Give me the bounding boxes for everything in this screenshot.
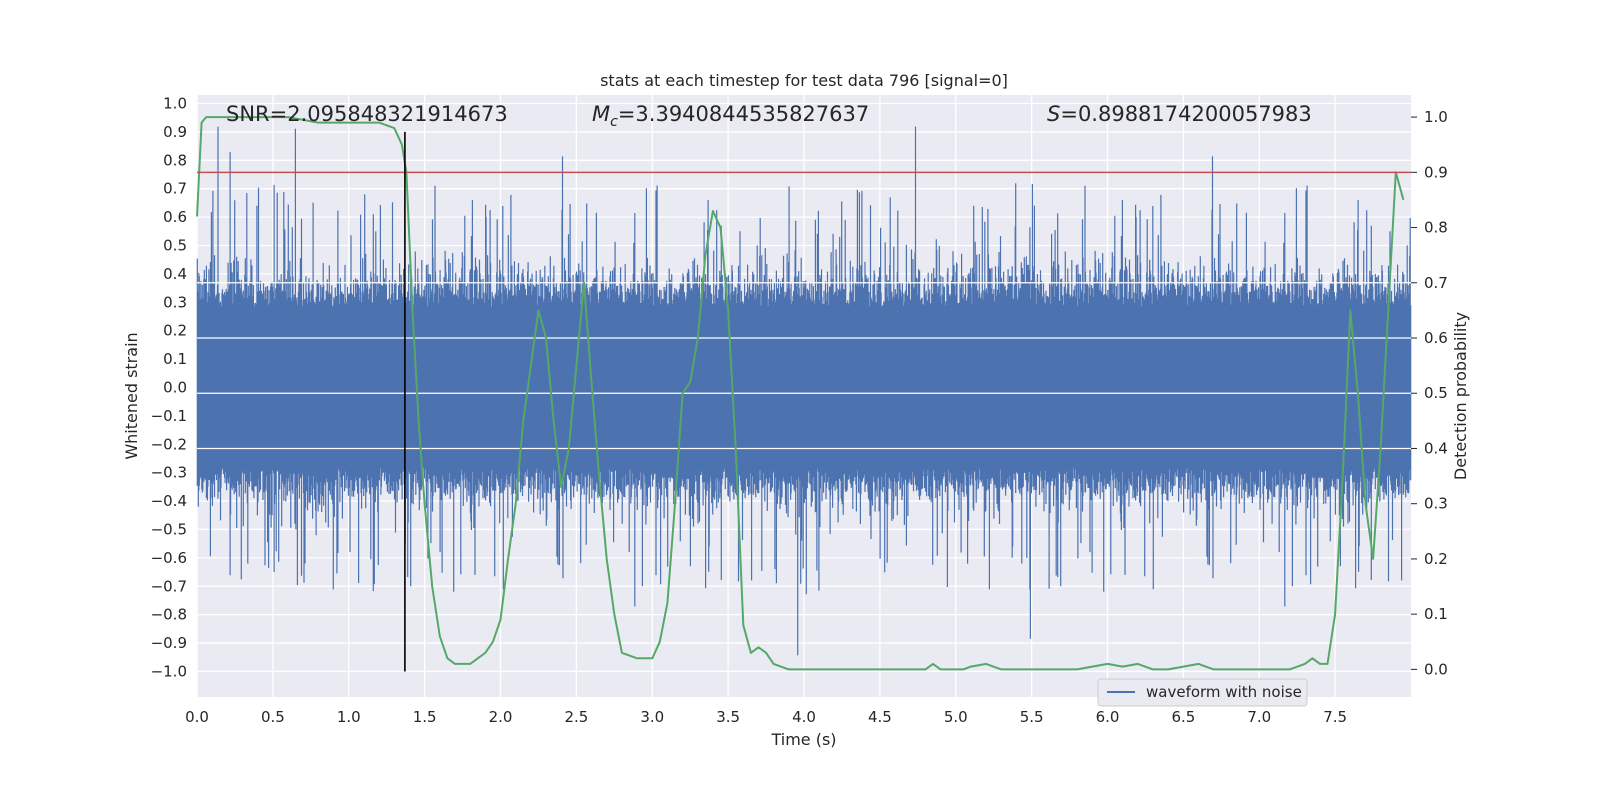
y-tick-label-right: 0.3 xyxy=(1424,495,1448,513)
y-tick-label-right: 0.1 xyxy=(1424,605,1448,623)
y-tick-label-left: −0.8 xyxy=(151,606,187,624)
annotation-chirp-mass: Mc=3.3940844535827637 xyxy=(592,102,869,130)
annotation-s: S=0.8988174200057983 xyxy=(1047,102,1312,126)
y-tick-label-right: 0.4 xyxy=(1424,439,1448,457)
waveform-trace xyxy=(196,126,1412,656)
y-tick-label-left: 0.0 xyxy=(163,378,187,396)
x-tick-label: 0.0 xyxy=(185,708,209,726)
x-tick-label: 6.5 xyxy=(1171,708,1195,726)
legend: waveform with noise xyxy=(1097,678,1308,707)
y-tick-label-left: −0.2 xyxy=(151,435,187,453)
probability-line xyxy=(196,116,1405,671)
probability-series xyxy=(196,116,1405,671)
annotation-snr: SNR=2.095848321914673 xyxy=(226,102,508,126)
y-tick-label-right: 0.2 xyxy=(1424,550,1448,568)
x-tick-label: 5.0 xyxy=(944,708,968,726)
ticks: 0.0 0.5 1.0 1.5 2.0 2.5 3.0 3.5 4.0 4.5 5.0 5.5 6.0 6… xyxy=(151,95,1448,726)
annotation-mc-subscript: c xyxy=(610,114,618,130)
x-tick-label: 5.5 xyxy=(1020,708,1044,726)
legend-label-waveform: waveform with noise xyxy=(1146,683,1302,701)
y-axis-label-left: Whitened strain xyxy=(122,332,141,459)
y-tick-label-left: −0.9 xyxy=(151,634,187,652)
x-tick-label: 2.5 xyxy=(564,708,588,726)
x-tick-label: 4.0 xyxy=(792,708,816,726)
y-tick-label-right: 0.7 xyxy=(1424,274,1448,292)
annotation-mc-value: =3.3940844535827637 xyxy=(618,102,869,126)
x-tick-label: 3.0 xyxy=(640,708,664,726)
annotation-s-symbol: S xyxy=(1047,102,1060,126)
x-tick-label: 2.0 xyxy=(489,708,513,726)
chart-title: stats at each timestep for test data 796… xyxy=(600,71,1008,90)
x-tick-label: 7.0 xyxy=(1247,708,1271,726)
y-tick-label-left: −0.3 xyxy=(151,464,187,482)
y-tick-label-left: 0.2 xyxy=(163,322,187,340)
y-tick-label-left: −1.0 xyxy=(151,662,187,680)
annotation-s-value: =0.8988174200057983 xyxy=(1060,102,1311,126)
y-tick-label-left: −0.7 xyxy=(151,577,187,595)
y-tick-label-right: 0.5 xyxy=(1424,384,1448,402)
y-tick-label-right: 0.6 xyxy=(1424,329,1448,347)
legend-box xyxy=(1097,678,1308,707)
y-tick-label-left: 0.4 xyxy=(163,265,187,283)
x-tick-label: 3.5 xyxy=(716,708,740,726)
y-axis-label-right: Detection probability xyxy=(1451,312,1470,480)
y-tick-label-left: 0.8 xyxy=(163,151,187,169)
y-tick-label-left: −0.6 xyxy=(151,549,187,567)
x-tick-label: 1.5 xyxy=(413,708,437,726)
y-tick-label-left: −0.4 xyxy=(151,492,187,510)
annotation-mc-symbol: M xyxy=(592,102,610,126)
y-tick-label-left: 0.7 xyxy=(163,180,187,198)
x-tick-label: 6.0 xyxy=(1096,708,1120,726)
x-tick-label: 7.5 xyxy=(1323,708,1347,726)
y-tick-label-left: 0.5 xyxy=(163,237,187,255)
y-tick-label-left: 0.1 xyxy=(163,350,187,368)
y-tick-label-left: 1.0 xyxy=(163,95,187,113)
y-tick-label-right: 0.8 xyxy=(1424,219,1448,237)
y-tick-label-left: 0.3 xyxy=(163,293,187,311)
x-axis-label: Time (s) xyxy=(770,730,836,749)
y-tick-label-right: 0.0 xyxy=(1424,660,1448,678)
y-tick-label-left: 0.6 xyxy=(163,208,187,226)
x-tick-label: 0.5 xyxy=(261,708,285,726)
waveform-series xyxy=(196,126,1412,656)
y-tick-label-right: 0.9 xyxy=(1424,163,1448,181)
x-tick-label: 4.5 xyxy=(868,708,892,726)
y-tick-label-left: 0.9 xyxy=(163,123,187,141)
y-tick-label-left: −0.5 xyxy=(151,520,187,538)
markers xyxy=(197,131,1411,672)
y-tick-label-left: −0.1 xyxy=(151,407,187,425)
y-tick-label-right: 1.0 xyxy=(1424,108,1448,126)
x-tick-label: 1.0 xyxy=(337,708,361,726)
